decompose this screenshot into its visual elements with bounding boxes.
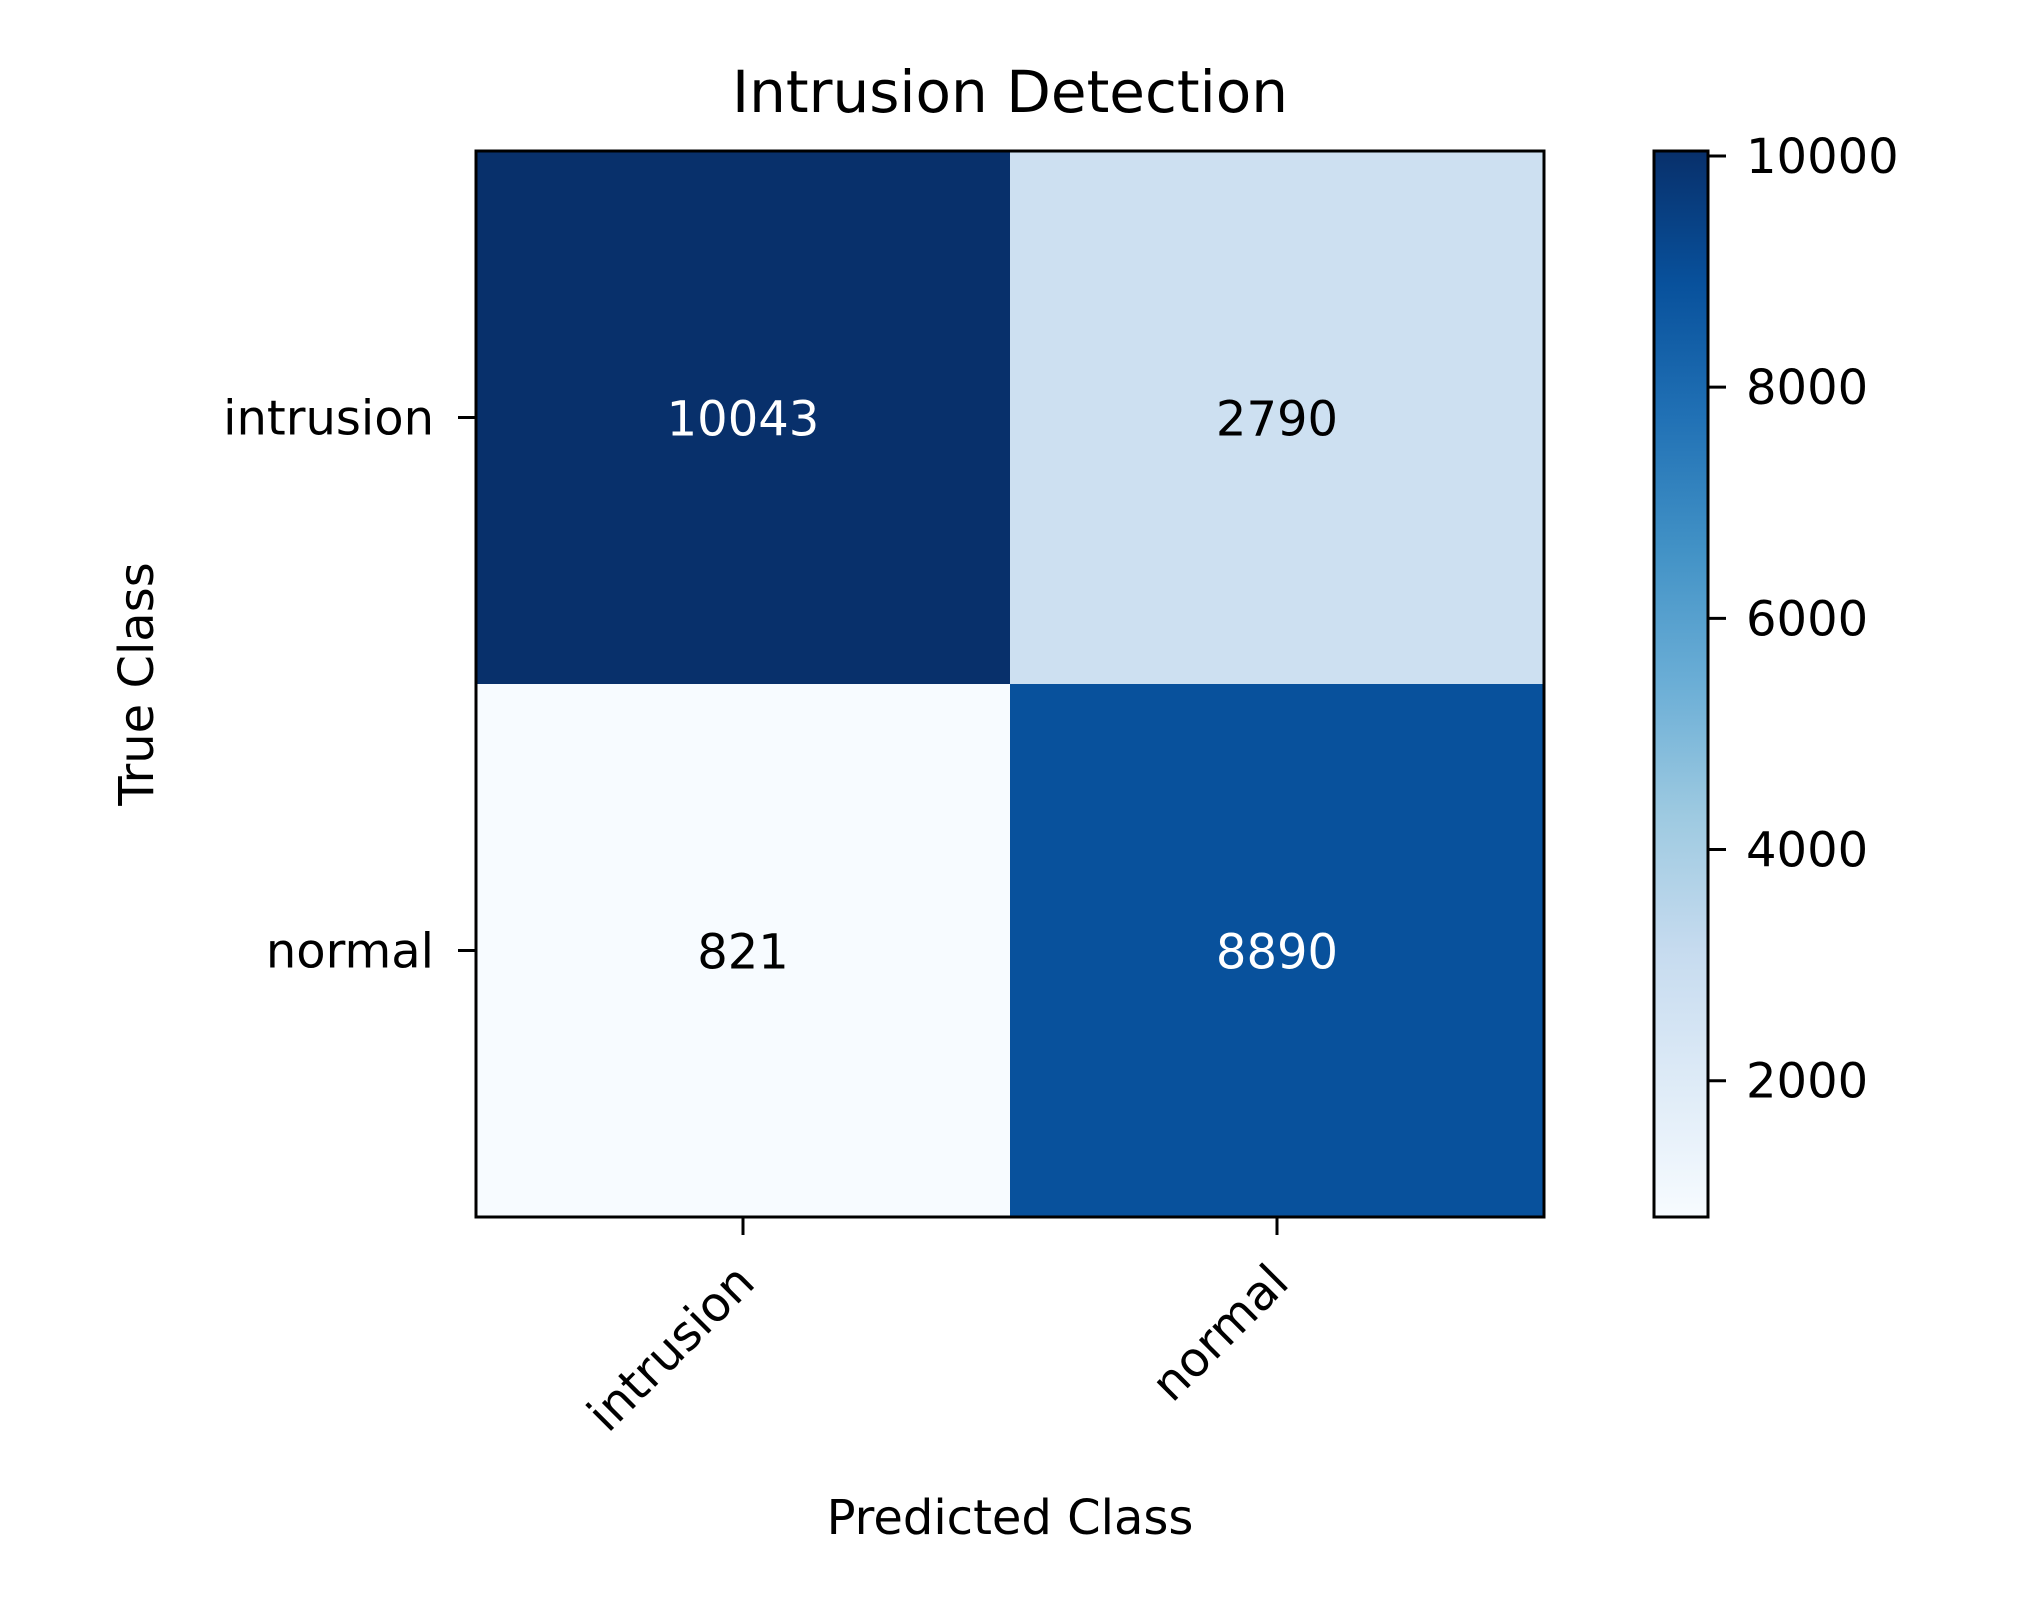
chart-title: Intrusion Detection [732,58,1288,126]
colorbar-ticks: 2000 4000 6000 8000 10000 [1708,129,1899,1110]
heatmap-cell-labels: 10043 2790 821 8890 [667,392,1338,981]
colorbar-tick-label: 6000 [1746,591,1868,647]
heatmap-cell [1010,151,1545,685]
x-axis: intrusion normal [577,1217,1300,1443]
colorbar-tick-label: 2000 [1746,1054,1868,1110]
cell-value-label: 8890 [1216,925,1338,981]
plot-frame [474,149,1546,1219]
heatmap-cells [476,151,1545,1218]
cell-value-label: 10043 [667,392,820,448]
y-axis: intrusion normal [223,391,476,980]
y-tick-label: intrusion [223,391,434,447]
colorbar-tick-label: 4000 [1746,823,1868,879]
x-tick-label: normal [1141,1254,1300,1413]
colorbar-frame [1652,149,1710,1219]
x-tick-label: intrusion [577,1254,766,1443]
y-axis-label: True Class [109,562,165,807]
x-axis-label: Predicted Class [827,1490,1194,1546]
colorbar-tick-label: 8000 [1746,360,1868,416]
heatmap-cell [476,684,1011,1218]
heatmap-cell [476,151,1011,685]
heatmap-cell [1010,684,1545,1218]
cell-value-label: 821 [697,925,789,981]
y-tick-label: normal [266,924,434,980]
cell-value-label: 2790 [1216,392,1338,448]
colorbar [1654,151,1708,1217]
colorbar-tick-label: 10000 [1746,129,1899,185]
